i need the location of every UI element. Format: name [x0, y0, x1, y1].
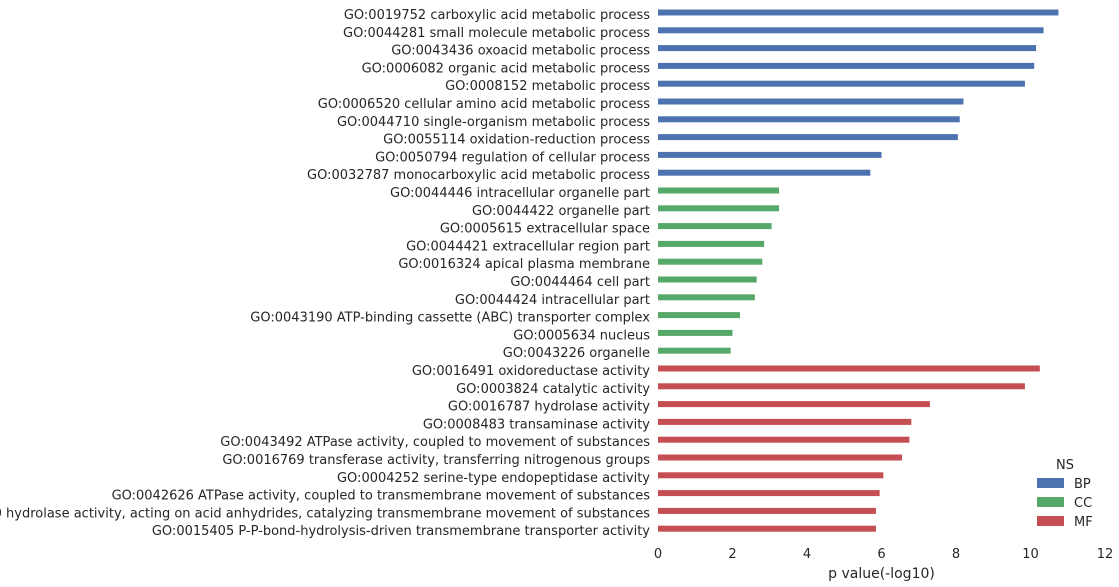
- category-label: GO:0003824 catalytic activity: [456, 382, 650, 397]
- bar-cc: [658, 276, 757, 283]
- legend-swatch-mf: [1037, 516, 1064, 526]
- x-tick-label: 8: [952, 547, 960, 562]
- category-label: GO:0019752 carboxylic acid metabolic pro…: [344, 8, 650, 23]
- category-label: GO:0006082 organic acid metabolic proces…: [362, 61, 651, 76]
- legend-label-cc: CC: [1074, 496, 1092, 511]
- bar-mf: [658, 383, 1025, 390]
- category-label: GO:0008152 metabolic process: [445, 79, 650, 94]
- bar-mf: [658, 490, 880, 497]
- category-label: GO:0043226 organelle: [503, 346, 650, 361]
- category-label: GO:0016324 apical plasma membrane: [398, 257, 650, 272]
- category-label: GO:0044421 extracellular region part: [406, 239, 650, 254]
- category-label: GO:0032787 monocarboxylic acid metabolic…: [307, 168, 650, 183]
- x-tick-label: 10: [1022, 547, 1039, 562]
- legend-swatch-bp: [1037, 478, 1064, 488]
- x-tick-label: 4: [803, 547, 811, 562]
- category-label: GO:0044424 intracellular part: [455, 293, 650, 308]
- category-label: GO:0016820 hydrolase activity, acting on…: [0, 506, 650, 521]
- bars-group: [658, 9, 1059, 532]
- bar-cc: [658, 223, 772, 230]
- category-label: GO:0043436 oxoacid metabolic process: [391, 44, 650, 59]
- bar-mf: [658, 418, 912, 425]
- bar-mf: [658, 507, 876, 514]
- bar-cc: [658, 294, 755, 301]
- category-label: GO:0044422 organelle part: [472, 204, 650, 219]
- category-label: GO:0015405 P-P-bond-hydrolysis-driven tr…: [152, 524, 650, 539]
- bar-mf: [658, 525, 876, 532]
- bar-bp: [658, 9, 1059, 16]
- category-label: GO:0043492 ATPase activity, coupled to m…: [220, 435, 650, 450]
- bar-mf: [658, 401, 930, 408]
- bar-bp: [658, 27, 1044, 34]
- bar-cc: [658, 187, 780, 194]
- category-label: GO:0044710 single-organism metabolic pro…: [337, 115, 650, 130]
- bar-cc: [658, 329, 733, 336]
- x-axis-ticks-group: 0 2 4 6 8 10 12: [654, 547, 1113, 562]
- category-label: GO:0042626 ATPase activity, coupled to t…: [112, 489, 651, 504]
- x-tick-label: 6: [877, 547, 885, 562]
- legend-entries-group: BP CC MF: [1037, 477, 1093, 530]
- bar-cc: [658, 205, 780, 212]
- bar-bp: [658, 62, 1035, 69]
- category-label: GO:0005634 nucleus: [513, 328, 650, 343]
- category-label: GO:0043190 ATP-binding cassette (ABC) tr…: [250, 311, 650, 326]
- category-label: GO:0016787 hydrolase activity: [448, 400, 650, 415]
- bar-mf: [658, 454, 902, 461]
- category-label: GO:0005615 extracellular space: [440, 222, 650, 237]
- bar-mf: [658, 436, 910, 443]
- bar-bp: [658, 116, 960, 123]
- bar-mf: [658, 365, 1040, 372]
- legend-title: NS: [1056, 458, 1074, 473]
- category-label: GO:0016491 oxidoreductase activity: [412, 364, 650, 379]
- category-label: GO:0008483 transaminase activity: [423, 417, 650, 432]
- x-tick-label: 2: [728, 547, 736, 562]
- category-label: GO:0044464 cell part: [510, 275, 650, 290]
- category-label: GO:0055114 oxidation-reduction process: [383, 133, 650, 148]
- bar-bp: [658, 169, 871, 176]
- category-label: GO:0004252 serine-type endopeptidase act…: [337, 471, 650, 486]
- category-label: GO:0044281 small molecule metabolic proc…: [343, 26, 650, 41]
- category-label: GO:0050794 regulation of cellular proces…: [375, 150, 650, 165]
- category-label: GO:0006520 cellular amino acid metabolic…: [318, 97, 650, 112]
- x-tick-label: 12: [1097, 547, 1114, 562]
- x-axis-label: p value(-log10): [828, 566, 935, 582]
- bar-bp: [658, 134, 958, 141]
- category-label: GO:0016769 transferase activity, transfe…: [222, 453, 650, 468]
- legend-label-mf: MF: [1074, 515, 1093, 530]
- legend-swatch-cc: [1037, 497, 1064, 507]
- bar-cc: [658, 240, 765, 247]
- bar-bp: [658, 98, 964, 105]
- category-label: GO:0044446 intracellular organelle part: [390, 186, 650, 201]
- bar-cc: [658, 312, 740, 319]
- bar-bp: [658, 151, 882, 158]
- bar-bp: [658, 80, 1025, 87]
- bar-cc: [658, 347, 731, 354]
- bar-cc: [658, 258, 763, 265]
- legend: NS BP CC MF: [1037, 458, 1093, 530]
- bar-bp: [658, 45, 1037, 52]
- bar-mf: [658, 472, 884, 479]
- x-tick-label: 0: [654, 547, 662, 562]
- category-labels-group: GO:0019752 carboxylic acid metabolic pro…: [0, 8, 650, 539]
- legend-label-bp: BP: [1074, 477, 1091, 492]
